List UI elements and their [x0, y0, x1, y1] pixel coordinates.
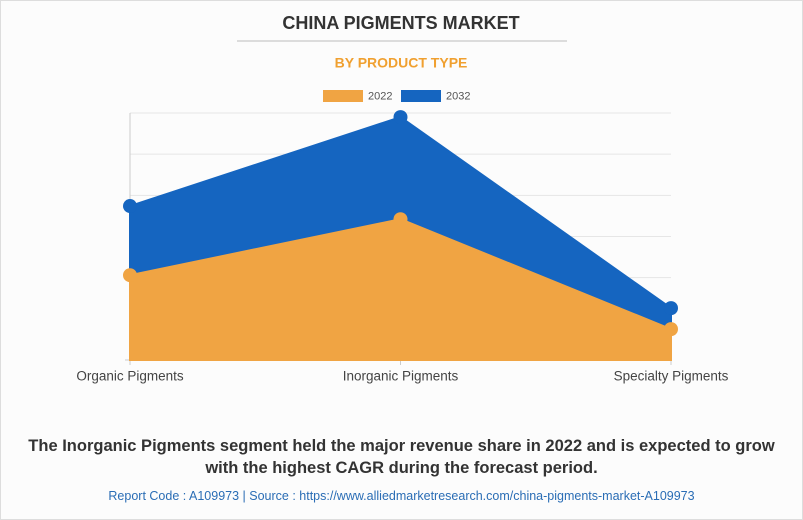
x-tick-label: Inorganic Pigments [343, 369, 459, 384]
x-tick-label: Specialty Pigments [614, 369, 729, 384]
chart-title: CHINA PIGMENTS MARKET [282, 13, 519, 33]
legend-label: 2032 [446, 90, 470, 102]
area [129, 218, 672, 361]
source: Report Code : A109973 | Source : https:/… [108, 489, 695, 503]
legend-label: 2022 [368, 90, 392, 102]
chart-subtitle: BY PRODUCT TYPE [335, 55, 468, 71]
point [664, 301, 678, 316]
point [393, 212, 408, 227]
point [664, 322, 678, 337]
point [123, 268, 137, 283]
legend-swatch [401, 90, 441, 102]
x-tick-label: Organic Pigments [76, 369, 184, 384]
legend-swatch [323, 90, 363, 102]
note: The Inorganic Pigments segment held the … [28, 437, 775, 477]
point [393, 110, 408, 125]
point [123, 199, 137, 214]
chart: CHINA PIGMENTS MARKET BY PRODUCT TYPE Or… [76, 13, 729, 384]
